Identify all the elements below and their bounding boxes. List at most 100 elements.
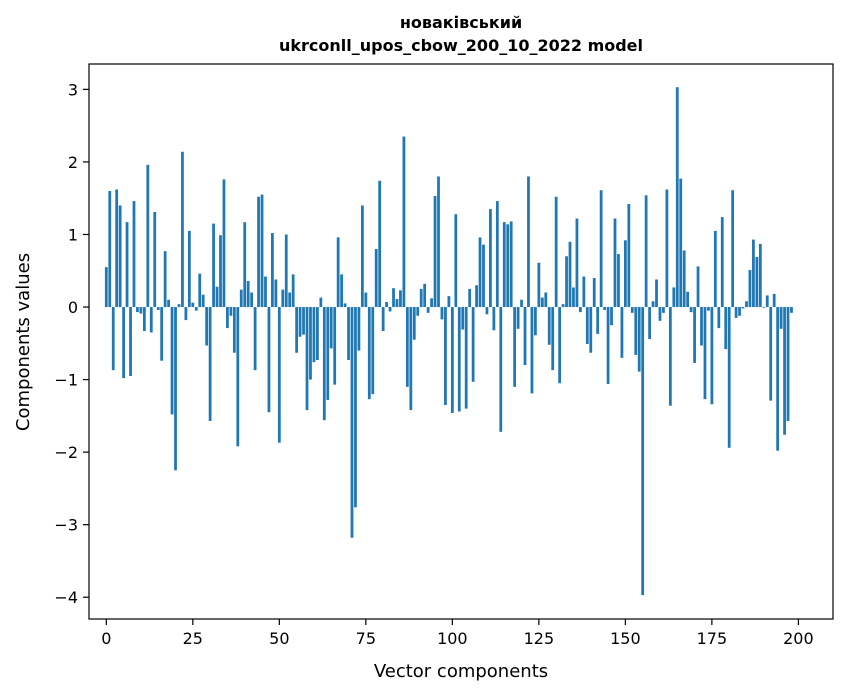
x-tick-label: 50	[269, 629, 289, 648]
bar	[461, 307, 465, 330]
x-tick-label: 175	[697, 629, 728, 648]
bar	[312, 307, 316, 363]
bar	[575, 218, 579, 308]
bar	[291, 274, 295, 308]
bar	[686, 291, 690, 308]
bar	[423, 283, 427, 308]
bar	[585, 307, 589, 345]
bar	[561, 304, 565, 308]
bar	[260, 194, 264, 308]
bar	[253, 307, 257, 371]
bar	[122, 307, 125, 379]
bar	[340, 274, 343, 308]
bar	[336, 237, 340, 308]
bar	[395, 299, 399, 308]
bar	[274, 279, 278, 308]
bar	[226, 307, 229, 329]
bar	[790, 307, 793, 313]
bar	[219, 235, 222, 308]
y-tick-label: −1	[54, 371, 78, 390]
bar	[309, 307, 312, 380]
bar	[530, 307, 534, 394]
bar	[745, 301, 748, 308]
bar	[378, 180, 382, 308]
bar	[783, 307, 786, 435]
bar	[464, 307, 468, 409]
x-axis-label: Vector components	[374, 661, 548, 682]
bar	[392, 288, 395, 308]
bar	[288, 292, 292, 308]
bar	[502, 222, 506, 308]
bar	[599, 190, 603, 308]
bar	[513, 307, 517, 387]
bar	[142, 307, 146, 331]
bar	[405, 307, 409, 387]
bar	[302, 307, 305, 335]
bar	[495, 201, 499, 308]
bar	[534, 307, 537, 336]
bar	[689, 307, 693, 313]
y-tick-label: 3	[68, 80, 78, 99]
bar	[160, 307, 164, 361]
x-axis-ticks: 0 25 50 75 100 125 150 175 200	[101, 619, 814, 648]
x-tick-label: 0	[101, 629, 111, 648]
bar	[554, 196, 558, 308]
bar	[610, 307, 613, 326]
bar	[579, 307, 582, 313]
x-tick-label: 200	[783, 629, 814, 648]
y-tick-label: 0	[68, 298, 78, 317]
bar	[229, 307, 233, 316]
bar	[367, 307, 371, 400]
bar	[731, 190, 735, 308]
bar	[620, 307, 624, 358]
bar	[402, 136, 406, 308]
bar	[648, 307, 651, 339]
bar	[416, 307, 420, 316]
y-tick-label: −2	[54, 443, 78, 462]
bar	[693, 307, 696, 363]
bar	[264, 276, 267, 308]
bar	[568, 241, 572, 308]
bar	[322, 307, 326, 421]
bar	[727, 307, 731, 448]
bar	[208, 307, 212, 421]
bar	[703, 307, 707, 400]
y-axis-label: Components values	[13, 253, 34, 431]
bar	[194, 307, 198, 311]
bar	[184, 307, 188, 321]
bar	[769, 307, 773, 401]
bar	[668, 307, 672, 406]
bar	[672, 287, 676, 308]
bar	[305, 307, 309, 411]
bar	[634, 307, 638, 355]
chart-title-line1: новаківський	[400, 13, 522, 32]
bar	[364, 292, 368, 308]
bar	[146, 164, 150, 308]
bar	[215, 286, 219, 308]
bar	[478, 237, 482, 308]
bar	[167, 299, 170, 308]
bar	[547, 307, 551, 345]
bar	[149, 307, 153, 333]
bar	[696, 266, 700, 308]
bar	[319, 297, 323, 308]
bar	[516, 307, 520, 329]
bar	[623, 240, 627, 308]
bar-series	[104, 87, 793, 596]
bar	[741, 307, 745, 309]
bar	[630, 307, 634, 313]
bar	[181, 151, 184, 308]
plot-frame	[88, 63, 834, 620]
bar	[758, 243, 762, 308]
bar	[412, 307, 416, 340]
bar	[558, 307, 562, 384]
bar	[426, 307, 430, 313]
bar	[779, 307, 783, 329]
bar	[343, 303, 347, 308]
bar	[187, 230, 191, 308]
bar	[295, 307, 299, 353]
bar	[772, 293, 776, 308]
bar	[665, 189, 669, 308]
bar	[679, 178, 683, 308]
